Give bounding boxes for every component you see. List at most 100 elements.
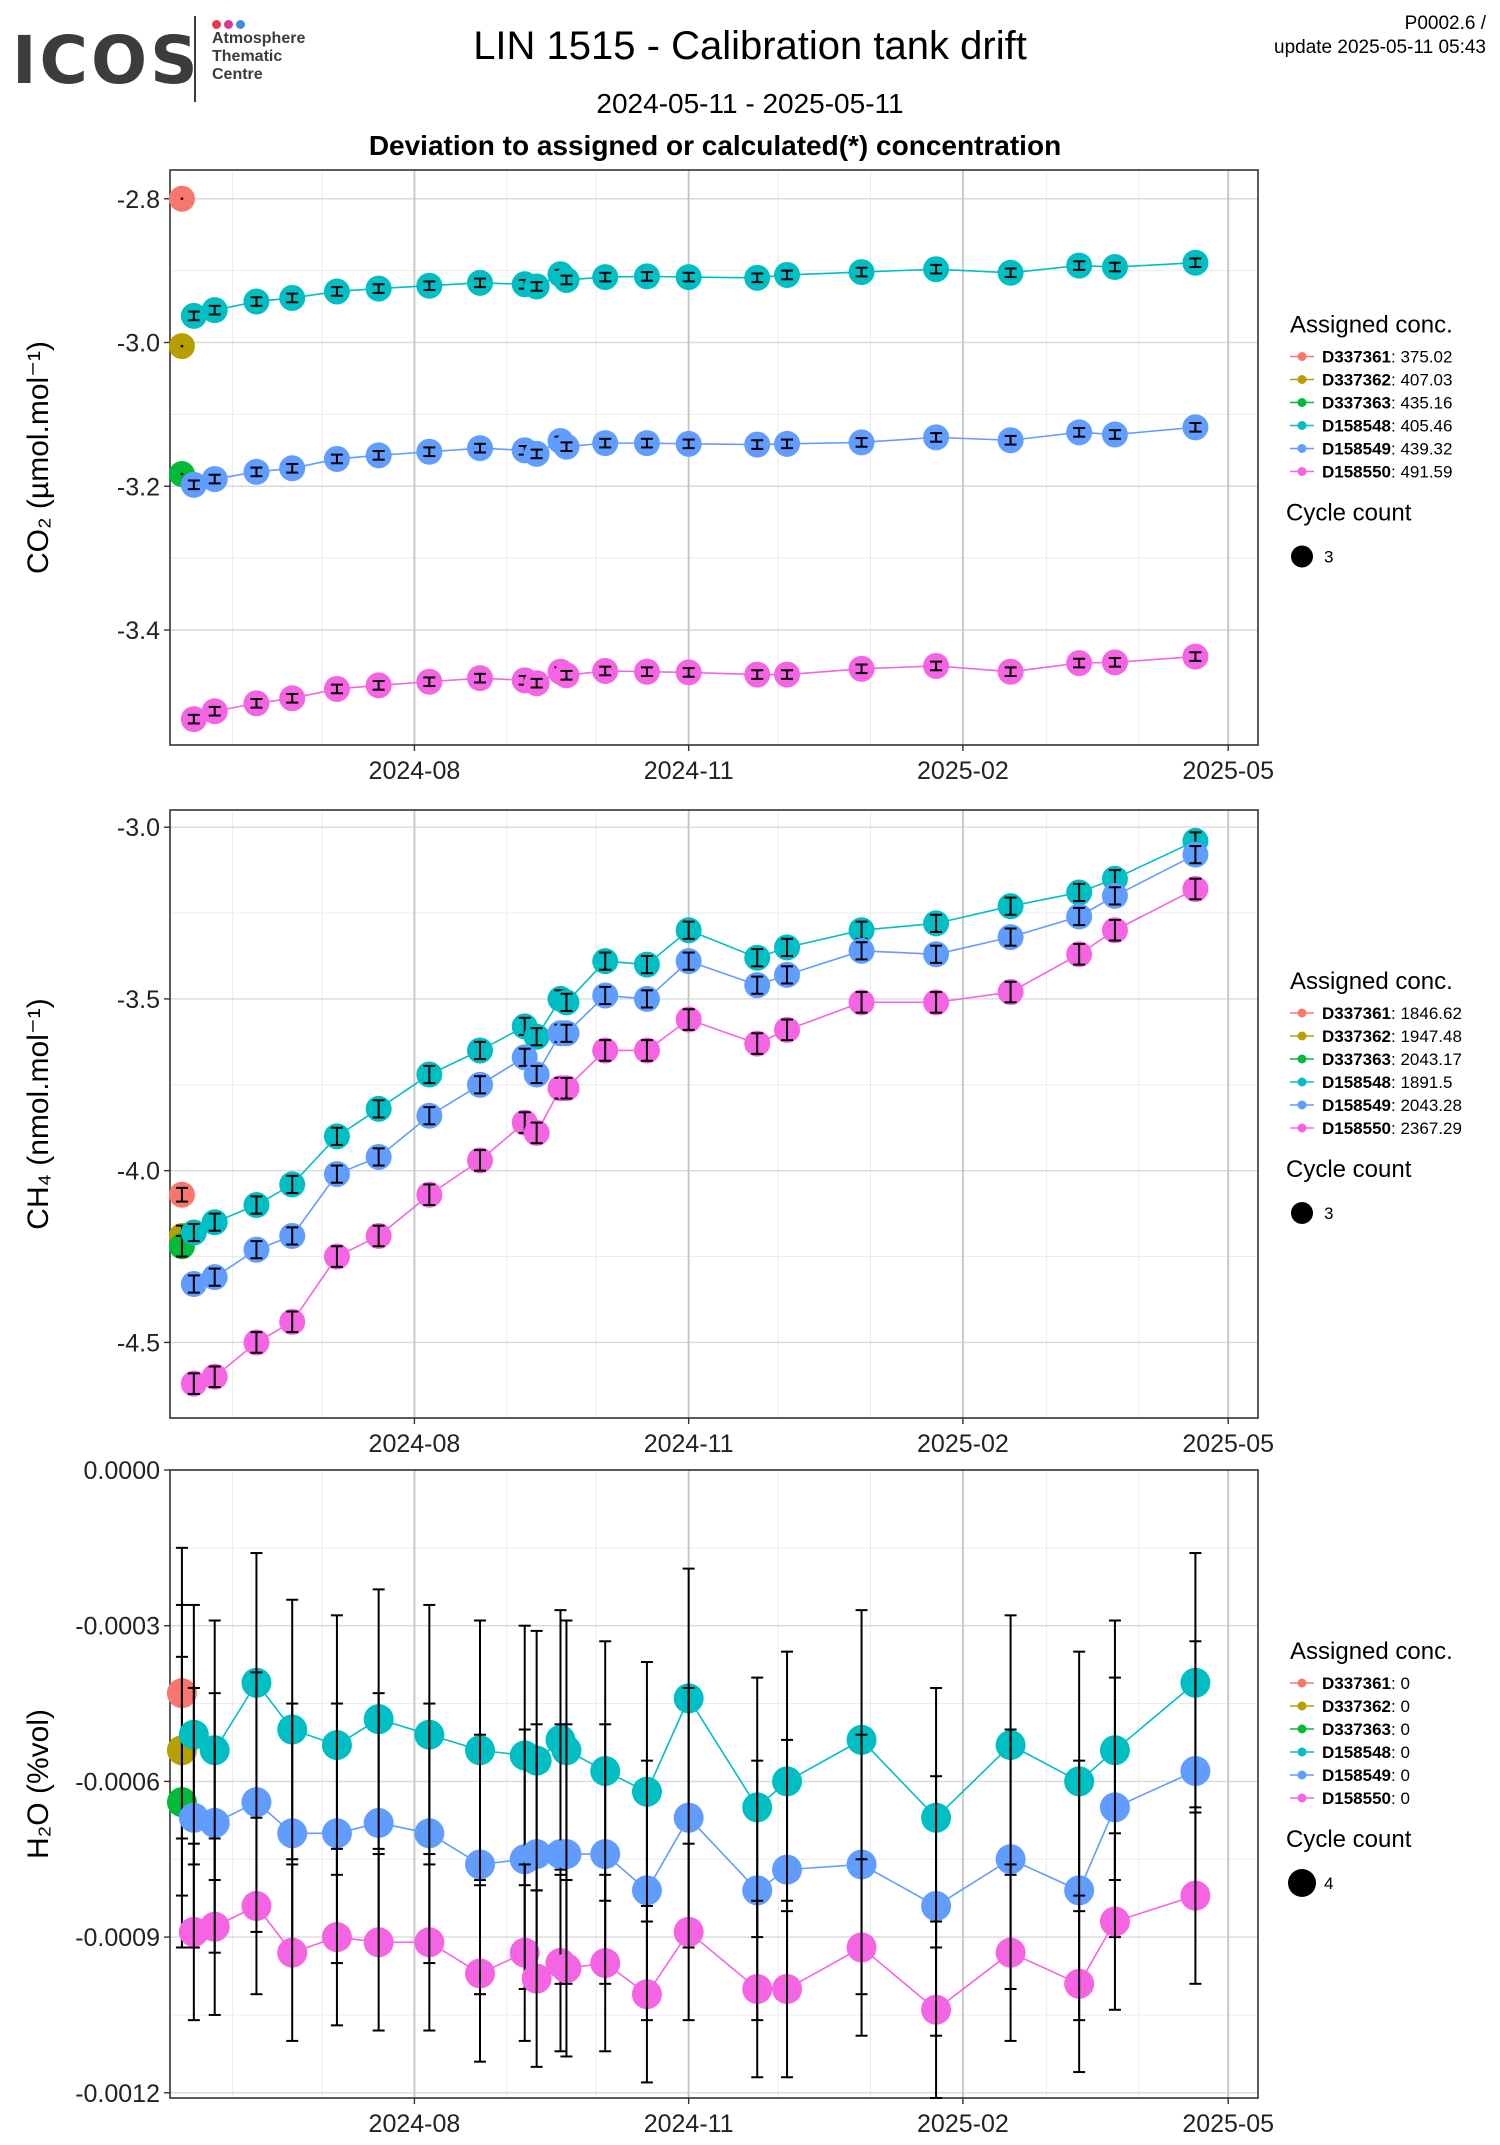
logo-sub-line-1: Atmosphere — [212, 30, 306, 47]
legend-item-D337362: D337362: 1947.48 — [1322, 1027, 1462, 1046]
legend-item-value: : 491.59 — [1391, 463, 1452, 482]
size-legend-label: 3 — [1324, 548, 1333, 567]
size-legend-title: Cycle count — [1286, 1826, 1412, 1853]
chart-panel-1: -2.8 -3.0 -3.2 -3.4 2024-08 2024-11 2025-02 202… — [22, 169, 1453, 785]
legend-item-D337363: D337363: 2043.17 — [1322, 1050, 1462, 1069]
legend-item-name: D337361 — [1322, 1004, 1391, 1023]
legend-item-D158548: D158548: 405.46 — [1322, 417, 1452, 436]
size-legend-title: Cycle count — [1286, 500, 1412, 527]
x-tick-label: 2025-02 — [917, 2110, 1009, 2138]
legend-key-point — [1297, 1054, 1307, 1064]
legend-item-name: D337361 — [1322, 348, 1391, 367]
legend-item-name: D337363 — [1322, 394, 1391, 413]
version-info: P0002.6 / update 2025-05-11 05:43 — [1274, 12, 1486, 60]
legend-title: Assigned conc. — [1290, 968, 1453, 995]
x-tick-label: 2025-02 — [917, 1430, 1009, 1458]
page-title: LIN 1515 - Calibration tank drift — [473, 24, 1027, 68]
legend-key-point — [1297, 1770, 1307, 1780]
logo-dot-blue — [236, 20, 245, 29]
legend-item-D158549: D158549: 439.32 — [1322, 440, 1452, 459]
chart-panel-3: 0.0000 -0.0003 -0.0006 -0.0009 -0.0012 2024-0… — [22, 1457, 1453, 2138]
legend-item-D158548: D158548: 1891.5 — [1322, 1073, 1452, 1092]
legend-item-D158550: D158550: 491.59 — [1322, 463, 1452, 482]
legend-item-D158549: D158549: 2043.28 — [1322, 1096, 1462, 1115]
legend-item-value: : 0 — [1391, 1674, 1410, 1693]
y-tick-label: -0.0012 — [75, 2080, 160, 2108]
legend-key-point — [1297, 467, 1307, 476]
y-tick-label: -3.0 — [117, 814, 160, 842]
legend-item-name: D158549 — [1322, 440, 1391, 459]
legend-item-name: D337363 — [1322, 1050, 1391, 1069]
legend-item-value: : 407.03 — [1391, 371, 1452, 390]
chart-panel-2: -3.0 -3.5 -4.0 -4.5 2024-08 2024-11 2025-02 202… — [22, 809, 1462, 1458]
plot-border — [169, 809, 1259, 1419]
legend-item-value: : 439.32 — [1391, 440, 1452, 459]
legend-item-value: : 0 — [1391, 1743, 1410, 1762]
size-legend-label: 4 — [1324, 1874, 1333, 1893]
legend-item-name: D158548 — [1322, 1743, 1391, 1762]
y-tick-label: -2.8 — [117, 186, 160, 214]
legend-key-point — [1297, 375, 1307, 384]
legend-key-point — [1297, 1031, 1307, 1041]
y-tick-label: -3.4 — [117, 617, 160, 645]
logo-sub-line-3: Centre — [212, 66, 263, 83]
y-tick-label: -4.0 — [117, 1158, 160, 1186]
version-label: P0002.6 / — [1404, 13, 1486, 34]
legend-item-D337361: D337361: 375.02 — [1322, 348, 1452, 367]
size-legend-title: Cycle count — [1286, 1156, 1412, 1183]
size-legend-key — [1291, 545, 1313, 568]
legend-item-D337361: D337361: 0 — [1322, 1674, 1410, 1693]
x-tick-label: 2025-05 — [1182, 757, 1274, 785]
legend-item-D337362: D337362: 0 — [1322, 1697, 1410, 1716]
legend-key-point — [1297, 1724, 1307, 1734]
legend-item-name: D158550 — [1322, 1789, 1391, 1808]
logo-subtitle: Atmosphere Thematic Centre — [212, 30, 305, 84]
legend-key-point — [1297, 1077, 1307, 1087]
logo-divider — [194, 16, 196, 102]
x-tick-label: 2025-05 — [1182, 2110, 1274, 2138]
legend-item-value: : 375.02 — [1391, 348, 1452, 367]
legend-item-D158550: D158550: 2367.29 — [1322, 1119, 1462, 1138]
legend-item-D337363: D337363: 0 — [1322, 1720, 1410, 1739]
y-tick-label: -0.0009 — [75, 1924, 160, 1952]
icos-logo: ICOS — [12, 22, 201, 99]
legend-key-point — [1297, 1008, 1307, 1018]
legend-key-point — [1297, 1793, 1307, 1803]
legend-item-value: : 0 — [1391, 1720, 1410, 1739]
x-tick-label: 2025-02 — [917, 757, 1009, 785]
legend-item-name: D337362 — [1322, 1697, 1391, 1716]
legend-key-point — [1297, 1123, 1307, 1133]
legend-key-point — [1297, 1701, 1307, 1711]
logo-dot-red — [212, 20, 221, 29]
point-center — [180, 472, 184, 476]
legend-item-D337362: D337362: 407.03 — [1322, 371, 1452, 390]
legend-item-name: D158550 — [1322, 463, 1391, 482]
legend-title: Assigned conc. — [1290, 312, 1453, 339]
legend-item-value: : 0 — [1391, 1766, 1410, 1785]
legend-item-value: : 435.16 — [1391, 394, 1452, 413]
y-tick-label: 0.0000 — [84, 1457, 160, 1485]
legend-key-point — [1297, 352, 1307, 361]
legend-key-point — [1297, 444, 1307, 453]
size-legend-key — [1288, 1869, 1316, 1897]
legend-key-point — [1297, 1747, 1307, 1757]
y-tick-label: -3.0 — [117, 330, 160, 358]
size-legend-label: 3 — [1324, 1204, 1333, 1223]
legend-key-point — [1297, 1100, 1307, 1110]
legend-item-value: : 405.46 — [1391, 417, 1452, 436]
legend-item-value: : 1947.48 — [1391, 1027, 1462, 1046]
legend-item-value: : 2043.28 — [1391, 1096, 1462, 1115]
y-tick-label: -0.0006 — [75, 1768, 160, 1796]
legend-item-value: : 0 — [1391, 1697, 1410, 1716]
y-axis-label: H₂O (%vol) — [22, 1709, 55, 1859]
plot-border — [169, 1469, 1259, 2099]
legend-item-name: D158549 — [1322, 1096, 1391, 1115]
logo-dots-icon — [212, 16, 248, 34]
legend-item-name: D158548 — [1322, 417, 1391, 436]
legend-key-point — [1297, 421, 1307, 430]
size-legend-key — [1291, 1202, 1313, 1224]
point-center — [180, 197, 184, 201]
x-tick-label: 2025-05 — [1182, 1430, 1274, 1458]
plot-area — [170, 1470, 1258, 2098]
y-tick-label: -3.5 — [117, 986, 160, 1014]
